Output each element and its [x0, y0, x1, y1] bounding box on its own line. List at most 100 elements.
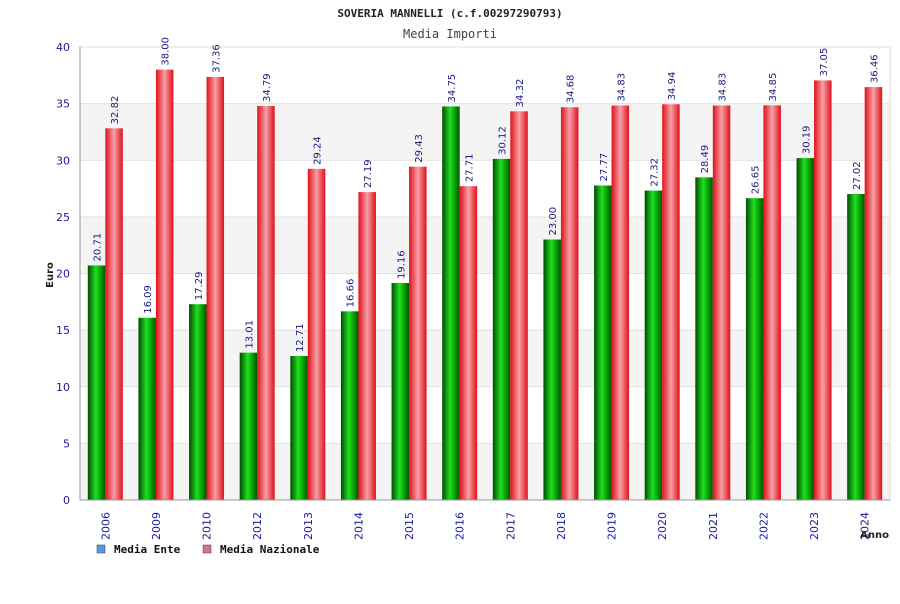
legend-label-media-nazionale: Media Nazionale	[220, 543, 320, 556]
bar-media-nazionale-2013	[307, 168, 326, 500]
y-tick-label: 40	[56, 41, 70, 54]
bar-media-nazionale-2012	[257, 106, 275, 501]
bar-media-nazionale-2018	[560, 107, 579, 501]
bar-media-ente-2022	[745, 198, 764, 500]
x-tick-label: 2017	[504, 512, 517, 540]
bar-media-nazionale-2009	[155, 69, 174, 501]
data-label-media-nazionale-2009: 38.00	[161, 37, 172, 66]
bar-media-ente-2019	[594, 185, 612, 500]
bar-media-nazionale-2017	[510, 111, 528, 501]
legend: Media Ente Media Nazionale	[96, 543, 320, 556]
bar-media-ente-2012	[239, 352, 258, 500]
bar-media-ente-2013	[290, 356, 308, 500]
bar-media-nazionale-2015	[409, 166, 427, 500]
legend-swatch-media-nazionale	[202, 544, 212, 554]
data-label-media-nazionale-2013: 29.24	[313, 136, 324, 165]
data-label-media-nazionale-2020: 34.94	[667, 72, 678, 101]
data-label-media-ente-2013: 12.71	[295, 323, 306, 352]
data-label-media-ente-2018: 23.00	[548, 207, 559, 236]
data-label-media-nazionale-2015: 29.43	[414, 134, 425, 163]
chart-subtitle: Media Importi	[403, 27, 497, 41]
bar-media-ente-2015	[391, 283, 410, 500]
data-label-media-nazionale-2017: 34.32	[515, 79, 526, 108]
data-label-media-nazionale-2012: 34.79	[262, 73, 273, 102]
axes	[79, 47, 890, 501]
data-label-media-ente-2009: 16.09	[143, 285, 154, 314]
bar-media-nazionale-2024	[864, 87, 883, 500]
data-label-media-ente-2014: 16.66	[346, 279, 357, 308]
bar-media-ente-2017	[492, 158, 511, 501]
x-tick-label: 2018	[555, 512, 568, 540]
y-tick-label: 25	[56, 211, 70, 224]
x-tick-label: 2023	[808, 512, 821, 540]
data-label-media-nazionale-2018: 34.68	[566, 75, 577, 104]
bar-media-nazionale-2014	[358, 192, 376, 501]
bar-media-ente-2014	[340, 311, 359, 500]
bar-media-nazionale-2016	[459, 186, 478, 500]
data-label-media-ente-2022: 26.65	[751, 166, 762, 195]
y-tick-label: 0	[63, 494, 70, 507]
bar-media-ente-2016	[442, 106, 460, 501]
data-labels: 20.71 32.82 16.09 38.00 17.29 37.36 13.01 34.79…	[93, 37, 881, 352]
bar-media-nazionale-2022	[763, 105, 781, 500]
bar-media-ente-2009	[138, 317, 156, 500]
x-tick-label: 2016	[454, 512, 467, 540]
data-label-media-ente-2024: 27.02	[852, 161, 863, 190]
x-tick-label: 2013	[302, 512, 315, 540]
y-axis-label: Euro	[45, 262, 56, 288]
chart-title: SOVERIA MANNELLI (c.f.00297290793)	[337, 7, 562, 20]
data-label-media-ente-2015: 19.16	[396, 250, 407, 279]
data-label-media-ente-2017: 30.12	[498, 126, 509, 155]
data-label-media-nazionale-2010: 37.36	[211, 44, 222, 73]
bar-media-ente-2024	[847, 193, 865, 500]
bar-media-ente-2023	[796, 158, 815, 500]
bar-media-ente-2020	[644, 190, 663, 500]
bar-media-nazionale-2006	[105, 128, 123, 500]
x-tick-label: 2015	[403, 512, 416, 540]
x-tick-label: 2014	[352, 512, 365, 540]
data-label-media-nazionale-2024: 36.46	[869, 54, 880, 83]
bar-media-ente-2010	[189, 304, 207, 500]
x-tick-label: 2019	[606, 512, 619, 540]
y-tick-label: 5	[63, 437, 70, 450]
y-tick-label: 10	[56, 381, 70, 394]
legend-label-media-ente: Media Ente	[114, 543, 181, 556]
y-tick-label: 35	[56, 98, 70, 111]
x-tick-label: 2012	[251, 512, 264, 540]
x-tick-label: 2022	[757, 512, 770, 540]
x-tick-label: 2009	[150, 512, 163, 540]
bar-media-nazionale-2020	[662, 104, 680, 500]
data-label-media-ente-2012: 13.01	[244, 320, 255, 349]
data-label-media-ente-2010: 17.29	[194, 272, 205, 301]
y-tick-label: 20	[56, 268, 70, 281]
data-label-media-nazionale-2006: 32.82	[110, 96, 121, 125]
data-label-media-nazionale-2022: 34.85	[768, 73, 779, 102]
x-tick-label: 2021	[707, 512, 720, 540]
bar-media-ente-2006	[87, 265, 106, 500]
data-label-media-ente-2016: 34.75	[447, 74, 458, 103]
y-tick-labels: 0 5 10 15 20 25 30 35 40	[56, 41, 70, 507]
data-label-media-ente-2019: 27.77	[599, 153, 610, 182]
data-label-media-nazionale-2019: 34.83	[616, 73, 627, 102]
x-axis-label: Anno	[860, 530, 889, 541]
bar-media-nazionale-2010	[206, 76, 225, 500]
data-label-media-ente-2021: 28.49	[700, 145, 711, 174]
x-tick-labels: 2006 2009 2010 2012 2013 2014 2015 2016 2017 2018…	[99, 512, 871, 540]
legend-swatch-media-ente	[96, 544, 106, 554]
data-label-media-ente-2020: 27.32	[649, 158, 660, 187]
data-label-media-ente-2006: 20.71	[93, 233, 104, 262]
bar-media-nazionale-2019	[611, 105, 630, 501]
bar-media-nazionale-2021	[712, 105, 731, 501]
data-label-media-nazionale-2023: 37.05	[819, 48, 830, 77]
bar-media-ente-2021	[695, 177, 713, 500]
x-tick-label: 2006	[99, 512, 112, 540]
bars	[87, 69, 883, 501]
y-tick-label: 30	[56, 154, 70, 167]
x-tick-label: 2024	[859, 512, 872, 540]
data-label-media-nazionale-2016: 27.71	[464, 154, 475, 183]
x-tick-label: 2010	[201, 512, 214, 540]
y-tick-label: 15	[56, 324, 70, 337]
data-label-media-nazionale-2021: 34.83	[718, 73, 729, 102]
